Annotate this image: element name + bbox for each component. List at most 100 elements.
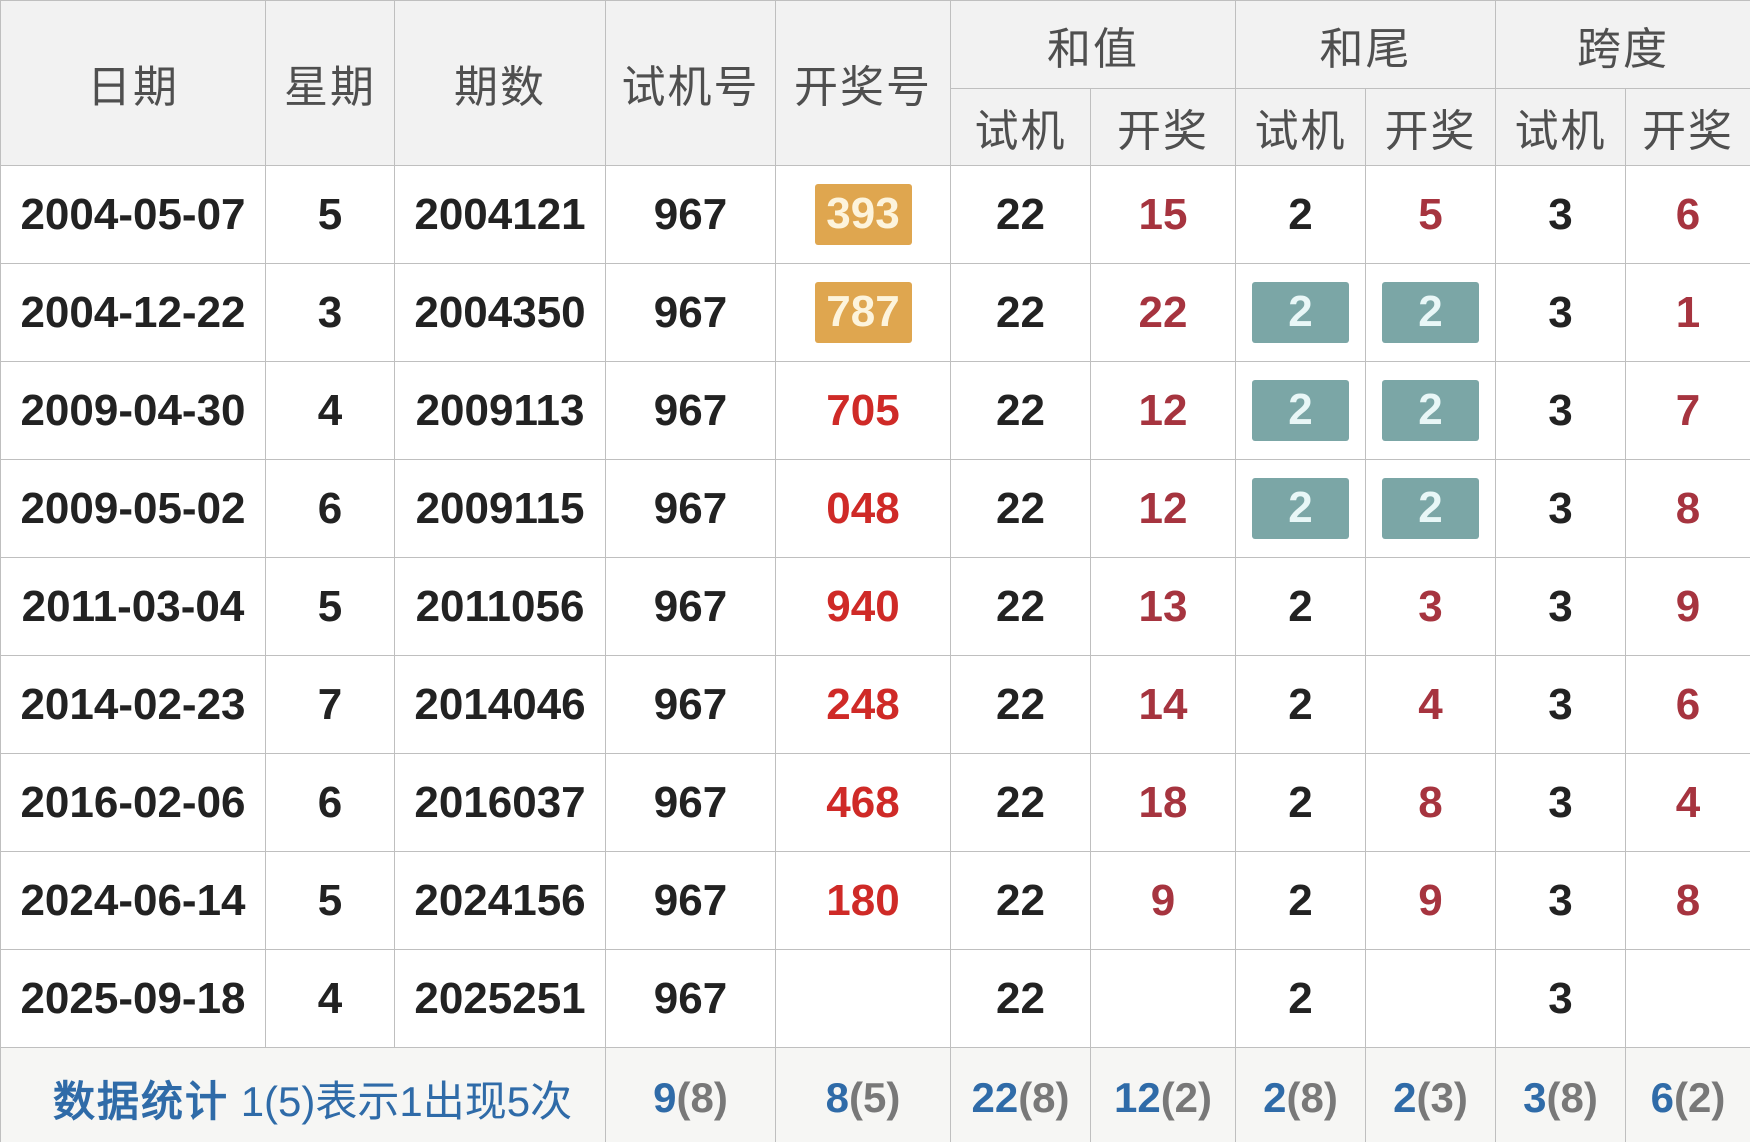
issue-cell: 2004121 (394, 165, 606, 264)
stat-count: (2) (1160, 1074, 1213, 1121)
sub-header-row: 试机 开奖 试机 开奖 试机 开奖 (1, 88, 1750, 166)
stat-value: 3 (1523, 1074, 1547, 1121)
issue-cell-text: 2004350 (414, 287, 586, 337)
date-cell-text: 2009-04-30 (20, 385, 246, 435)
issue-cell-text: 2025251 (414, 973, 586, 1023)
date-cell-text: 2004-05-07 (20, 189, 246, 239)
weekday-cell: 5 (265, 557, 395, 656)
sum-draw-cell-text: 12 (1138, 483, 1188, 533)
tail-draw-cell: 9 (1365, 851, 1496, 950)
sum-draw-cell: 15 (1090, 165, 1236, 264)
tail-test-cell: 2 (1235, 263, 1366, 362)
sum-draw-cell-text: 12 (1138, 385, 1188, 435)
span-draw-cell: 6 (1625, 655, 1750, 754)
stat-cell: 2(8) (1235, 1047, 1366, 1142)
history-row: 2011-03-04 5 2011056 967 940 22 13 2 3 3 9 (0, 557, 1750, 656)
tail-test-cell-text: 2 (1288, 777, 1313, 827)
issue-cell-text: 2014046 (414, 679, 586, 729)
sum-draw-cell-text: 14 (1138, 679, 1188, 729)
subcolumn-tail-draw: 开奖 (1365, 88, 1496, 166)
issue-cell-text: 2024156 (414, 875, 586, 925)
stat-count: (2) (1674, 1074, 1726, 1121)
span-test-cell: 3 (1495, 263, 1626, 362)
tail-draw-cell-text: 2 (1382, 380, 1479, 441)
draw-number-cell: 940 (775, 557, 951, 656)
tail-test-cell: 2 (1235, 459, 1366, 558)
stat-count: (8) (1546, 1074, 1598, 1121)
span-test-cell: 3 (1495, 851, 1626, 950)
span-draw-cell-text: 9 (1675, 581, 1701, 631)
weekday-cell: 7 (265, 655, 395, 754)
span-draw-cell-text: 8 (1675, 875, 1701, 925)
span-test-cell-text: 3 (1548, 189, 1573, 239)
issue-cell: 2014046 (394, 655, 606, 754)
test-number-cell-text: 967 (653, 189, 728, 239)
span-test-cell-text: 3 (1548, 777, 1573, 827)
stat-cell: 12(2) (1090, 1047, 1236, 1142)
draw-number-cell (775, 949, 951, 1048)
date-cell-text: 2014-02-23 (20, 679, 246, 729)
issue-cell: 2016037 (394, 753, 606, 852)
weekday-cell-text: 6 (317, 483, 343, 533)
span-draw-cell (1625, 949, 1750, 1048)
tail-test-cell: 2 (1235, 655, 1366, 754)
stat-cell: 22(8) (950, 1047, 1091, 1142)
history-row: 2014-02-23 7 2014046 967 248 22 14 2 4 3 6 (0, 655, 1750, 754)
tail-test-cell: 2 (1235, 949, 1366, 1048)
draw-number-cell-text: 248 (826, 679, 900, 729)
sum-test-cell-text: 22 (996, 287, 1045, 337)
sum-test-cell: 22 (950, 263, 1091, 362)
tail-test-cell: 2 (1235, 165, 1366, 264)
draw-number-cell-text: 940 (826, 581, 900, 631)
date-cell: 2011-03-04 (0, 557, 266, 656)
draw-number-cell: 048 (775, 459, 951, 558)
date-cell: 2014-02-23 (0, 655, 266, 754)
sum-test-cell-text: 22 (996, 385, 1045, 435)
test-number-cell: 967 (605, 753, 776, 852)
date-cell: 2004-12-22 (0, 263, 266, 362)
date-cell: 2025-09-18 (0, 949, 266, 1048)
tail-draw-cell-text: 4 (1418, 679, 1443, 729)
subcolumn-sum-draw: 开奖 (1090, 88, 1236, 166)
tail-test-cell-text: 2 (1252, 478, 1349, 539)
draw-number-cell-text: 048 (826, 483, 900, 533)
tail-draw-cell: 4 (1365, 655, 1496, 754)
stat-count: (8) (1286, 1074, 1338, 1121)
date-cell-text: 2009-05-02 (20, 483, 246, 533)
span-draw-cell: 7 (1625, 361, 1750, 460)
weekday-cell-text: 7 (317, 679, 343, 729)
draw-number-cell-text: 705 (826, 385, 900, 435)
group-header-row: 日期 星期 期数 试机号 开奖号 和值 和尾 跨度 (0, 0, 1750, 166)
issue-cell: 2025251 (394, 949, 606, 1048)
column-header-weekday: 星期 (265, 0, 395, 166)
test-number-cell-text: 967 (653, 287, 728, 337)
stat-cell: 3(8) (1495, 1047, 1626, 1142)
sum-draw-cell: 13 (1090, 557, 1236, 656)
date-cell: 2009-05-02 (0, 459, 266, 558)
weekday-cell-text: 5 (317, 875, 343, 925)
sum-test-cell-text: 22 (996, 483, 1045, 533)
issue-cell-text: 2009115 (415, 483, 585, 533)
tail-test-cell: 2 (1235, 851, 1366, 950)
tail-draw-cell-text: 8 (1418, 777, 1443, 827)
sum-test-cell: 22 (950, 851, 1091, 950)
sum-test-cell: 22 (950, 655, 1091, 754)
stats-label: 数据统计 (53, 1077, 230, 1125)
column-group-sum-tail: 和尾 (1235, 0, 1496, 89)
column-group-span: 跨度 (1495, 0, 1750, 89)
span-draw-cell-text: 7 (1675, 385, 1701, 435)
tail-test-cell-text: 2 (1288, 189, 1313, 239)
span-test-cell-text: 3 (1548, 875, 1573, 925)
span-draw-cell-text: 8 (1675, 483, 1701, 533)
test-number-cell: 967 (605, 949, 776, 1048)
sum-test-cell-text: 22 (996, 189, 1045, 239)
test-number-cell: 967 (605, 459, 776, 558)
tail-test-cell: 2 (1235, 753, 1366, 852)
history-row: 2009-05-02 6 2009115 967 048 22 12 2 2 3 8 (0, 459, 1750, 558)
test-number-cell-text: 967 (653, 777, 728, 827)
draw-number-cell: 468 (775, 753, 951, 852)
sum-test-cell: 22 (950, 949, 1091, 1048)
sum-test-cell-text: 22 (996, 875, 1045, 925)
weekday-cell-text: 5 (317, 581, 343, 631)
